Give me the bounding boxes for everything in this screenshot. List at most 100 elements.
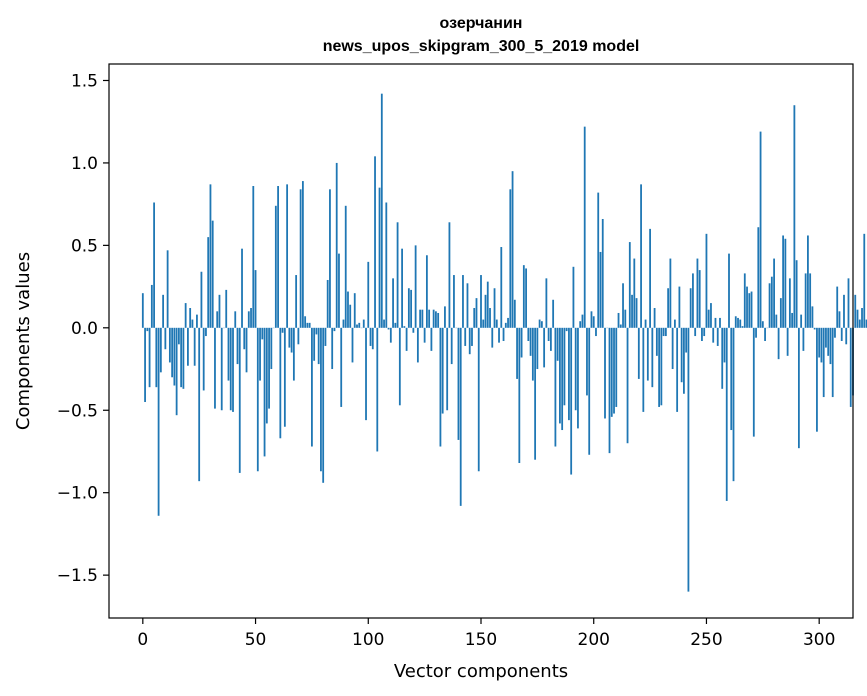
bar — [437, 312, 440, 328]
bar — [536, 327, 539, 370]
bar — [385, 202, 388, 328]
bar — [177, 327, 180, 345]
bar — [250, 308, 252, 328]
bar — [209, 184, 212, 328]
bar — [768, 283, 771, 328]
bar — [579, 321, 582, 328]
bar — [664, 327, 667, 337]
bar — [586, 327, 588, 396]
bar — [784, 238, 787, 328]
bar — [858, 319, 861, 328]
bar — [322, 327, 325, 483]
bar — [268, 327, 270, 409]
bar — [502, 327, 505, 341]
bar — [811, 306, 814, 328]
bar — [347, 291, 349, 328]
bar — [689, 288, 692, 328]
x-tick-label: 0 — [137, 630, 148, 650]
x-tick-label: 300 — [803, 630, 835, 650]
bar — [662, 327, 665, 337]
bar — [471, 327, 473, 346]
bar — [283, 327, 286, 427]
bar — [493, 288, 496, 328]
bar — [534, 327, 537, 460]
bar — [680, 327, 683, 383]
bar — [800, 314, 803, 328]
bar — [326, 279, 329, 328]
bar — [202, 327, 205, 391]
bar — [755, 327, 757, 338]
bar — [421, 309, 424, 328]
bar — [793, 105, 796, 328]
bar — [473, 308, 476, 328]
bar — [435, 311, 437, 328]
bar — [773, 258, 775, 328]
bar — [459, 327, 462, 506]
bar — [730, 327, 733, 431]
bar — [290, 327, 293, 353]
bar — [822, 327, 825, 398]
bar — [311, 327, 313, 447]
bar — [761, 321, 764, 328]
bar — [644, 319, 647, 328]
bar — [660, 327, 663, 406]
bar — [813, 327, 816, 330]
bar — [216, 311, 219, 328]
bar — [198, 327, 201, 482]
bar — [590, 311, 593, 328]
bar — [570, 327, 573, 475]
chart-subtitle: news_upos_skipgram_300_5_2019 model — [323, 38, 640, 55]
bar — [380, 93, 383, 328]
bar — [739, 319, 742, 328]
bar — [728, 253, 730, 328]
bar — [658, 327, 661, 407]
bar — [631, 294, 633, 328]
bar — [263, 327, 266, 457]
bar — [329, 189, 331, 328]
bar — [301, 181, 304, 328]
bar — [304, 316, 307, 328]
bar — [353, 293, 356, 328]
bar — [797, 327, 800, 449]
bar — [419, 309, 422, 328]
bar — [184, 303, 187, 328]
bar — [563, 327, 566, 406]
bar — [489, 308, 491, 328]
bar — [155, 327, 158, 388]
bar — [624, 309, 627, 328]
bar — [583, 126, 586, 328]
bar — [746, 286, 748, 328]
bar — [572, 266, 575, 328]
bar — [588, 327, 591, 455]
bar — [547, 327, 550, 341]
bar — [457, 327, 460, 440]
bar-series — [141, 93, 867, 592]
y-tick-label: −0.5 — [57, 401, 98, 421]
bar — [552, 299, 555, 328]
bar — [719, 317, 721, 328]
bar — [243, 327, 246, 350]
bar — [561, 327, 564, 431]
bar — [365, 327, 367, 421]
bar — [725, 327, 728, 501]
bar — [245, 327, 248, 373]
bar — [193, 327, 196, 366]
bar — [804, 273, 807, 328]
y-tick-label: 0.5 — [71, 236, 98, 256]
bar — [225, 289, 228, 328]
bar — [642, 327, 645, 412]
bar — [229, 327, 232, 411]
bar — [464, 327, 467, 346]
bar — [507, 317, 509, 328]
bar — [705, 233, 708, 328]
bar — [710, 303, 712, 328]
y-tick-label: −1.5 — [57, 566, 98, 586]
bar — [277, 186, 279, 328]
bar — [703, 327, 706, 337]
bar — [633, 258, 636, 328]
bar — [540, 321, 543, 328]
bar — [795, 260, 798, 328]
bar — [344, 205, 347, 328]
bar — [162, 294, 165, 328]
